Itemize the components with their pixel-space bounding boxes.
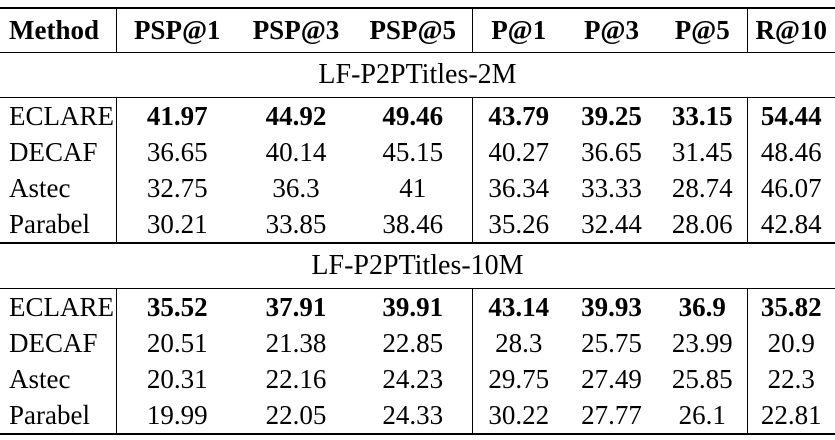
table-row: ECLARE 41.97 44.92 49.46 43.79 39.25 33.… <box>0 97 835 134</box>
metric-value-cell: 39.25 <box>581 100 642 131</box>
section-title-row: LF-P2PTitles-10M <box>0 243 835 289</box>
metric-value-cell: 49.46 <box>354 97 473 134</box>
column-header-method: Method <box>0 8 117 53</box>
metric-value-cell: 27.77 <box>581 399 642 430</box>
table-row: Parabel 30.21 33.85 38.46 35.26 32.44 28… <box>0 206 835 244</box>
method-name-cell: ECLARE <box>0 288 117 325</box>
table-row: DECAF 20.51 21.38 22.85 28.3 25.75 23.99… <box>0 325 835 361</box>
metric-value-cell: 45.15 <box>354 134 473 170</box>
metric-value-cell: 35.26 <box>472 206 565 244</box>
metric-value-cell: 31.45 <box>658 134 748 170</box>
metric-value-cell: 29.75 <box>488 363 550 394</box>
metric-value-cell: 36.3 <box>272 172 320 203</box>
column-header-p3: P@3 <box>565 8 658 53</box>
method-name-cell: Parabel <box>0 397 117 434</box>
results-table: Method PSP@1 PSP@3 PSP@5 P@1 P@3 P@5 R@1… <box>0 7 835 435</box>
metric-value-cell: 26.1 <box>658 397 748 434</box>
metric-value-cell: 20.51 <box>146 327 208 358</box>
metric-value-cell: 37.91 <box>265 291 327 322</box>
metric-value-cell: 28.3 <box>495 327 543 358</box>
metric-value-cell: 28.74 <box>658 170 748 206</box>
method-name-cell: DECAF <box>0 325 117 361</box>
metric-value-cell: 22.3 <box>767 363 815 394</box>
table-row: Astec 20.31 22.16 24.23 29.75 27.49 25.8… <box>0 361 835 397</box>
metric-value-cell: 33.85 <box>238 206 354 244</box>
metric-value-cell: 33.33 <box>581 172 642 203</box>
method-name-cell: DECAF <box>0 134 117 170</box>
metric-value-cell: 40.14 <box>265 136 327 167</box>
metric-value-cell: 36.65 <box>581 136 642 167</box>
column-header-psp3: PSP@3 <box>238 8 354 53</box>
metric-value-cell: 19.99 <box>146 399 208 430</box>
metric-value-cell: 35.52 <box>146 291 208 322</box>
metric-value-cell: 25.85 <box>658 361 748 397</box>
column-header-p5: P@5 <box>658 8 748 53</box>
method-name-cell: ECLARE <box>0 97 117 134</box>
metric-value-cell: 48.46 <box>760 136 822 167</box>
metric-value-cell: 43.79 <box>488 100 550 131</box>
metric-value-cell: 22.85 <box>354 325 473 361</box>
metric-value-cell: 44.92 <box>265 100 327 131</box>
section-title-row: LF-P2PTitles-2M <box>0 52 835 98</box>
metric-value-cell: 36.65 <box>146 136 208 167</box>
metric-value-cell: 40.27 <box>488 136 550 167</box>
dataset-section-title: LF-P2PTitles-10M <box>0 243 835 289</box>
column-header-p1: P@1 <box>472 8 565 53</box>
method-name-cell: Astec <box>0 170 117 206</box>
column-header-psp5: PSP@5 <box>354 8 473 53</box>
method-name-cell: Parabel <box>0 206 117 244</box>
metric-value-cell: 30.22 <box>488 399 550 430</box>
metric-value-cell: 27.49 <box>581 363 642 394</box>
metric-value-cell: 38.46 <box>354 206 473 244</box>
column-header-psp1: PSP@1 <box>116 8 238 53</box>
dataset-section-title: LF-P2PTitles-2M <box>0 52 835 98</box>
metric-value-cell: 28.06 <box>658 206 748 244</box>
metric-value-cell: 43.14 <box>488 291 550 322</box>
column-header-r10: R@10 <box>747 8 835 53</box>
metric-value-cell: 25.75 <box>581 327 642 358</box>
metric-value-cell: 39.93 <box>581 291 642 322</box>
table-row: Astec 32.75 36.3 41 36.34 33.33 28.74 46… <box>0 170 835 206</box>
metric-value-cell: 35.82 <box>760 291 822 322</box>
metric-value-cell: 30.21 <box>116 206 238 244</box>
metric-value-cell: 33.15 <box>658 97 748 134</box>
metric-value-cell: 22.05 <box>265 399 327 430</box>
metric-value-cell: 22.16 <box>265 363 327 394</box>
metric-value-cell: 21.38 <box>265 327 327 358</box>
metric-value-cell: 36.34 <box>488 172 550 203</box>
metric-value-cell: 39.91 <box>354 288 473 325</box>
table-row: ECLARE 35.52 37.91 39.91 43.14 39.93 36.… <box>0 288 835 325</box>
table-row: Parabel 19.99 22.05 24.33 30.22 27.77 26… <box>0 397 835 434</box>
metric-value-cell: 54.44 <box>760 100 822 131</box>
metric-value-cell: 20.9 <box>767 327 815 358</box>
metric-value-cell: 42.84 <box>747 206 835 244</box>
method-name-cell: Astec <box>0 361 117 397</box>
header-row: Method PSP@1 PSP@3 PSP@5 P@1 P@3 P@5 R@1… <box>0 8 835 53</box>
metric-value-cell: 24.23 <box>354 361 473 397</box>
metric-value-cell: 41.97 <box>146 100 208 131</box>
metric-value-cell: 20.31 <box>146 363 208 394</box>
metric-value-cell: 32.44 <box>565 206 658 244</box>
table-row: DECAF 36.65 40.14 45.15 40.27 36.65 31.4… <box>0 134 835 170</box>
metric-value-cell: 41 <box>354 170 473 206</box>
metric-value-cell: 22.81 <box>760 399 822 430</box>
metric-value-cell: 32.75 <box>146 172 208 203</box>
metric-value-cell: 36.9 <box>658 288 748 325</box>
metric-value-cell: 24.33 <box>354 397 473 434</box>
metric-value-cell: 23.99 <box>658 325 748 361</box>
metric-value-cell: 46.07 <box>760 172 822 203</box>
